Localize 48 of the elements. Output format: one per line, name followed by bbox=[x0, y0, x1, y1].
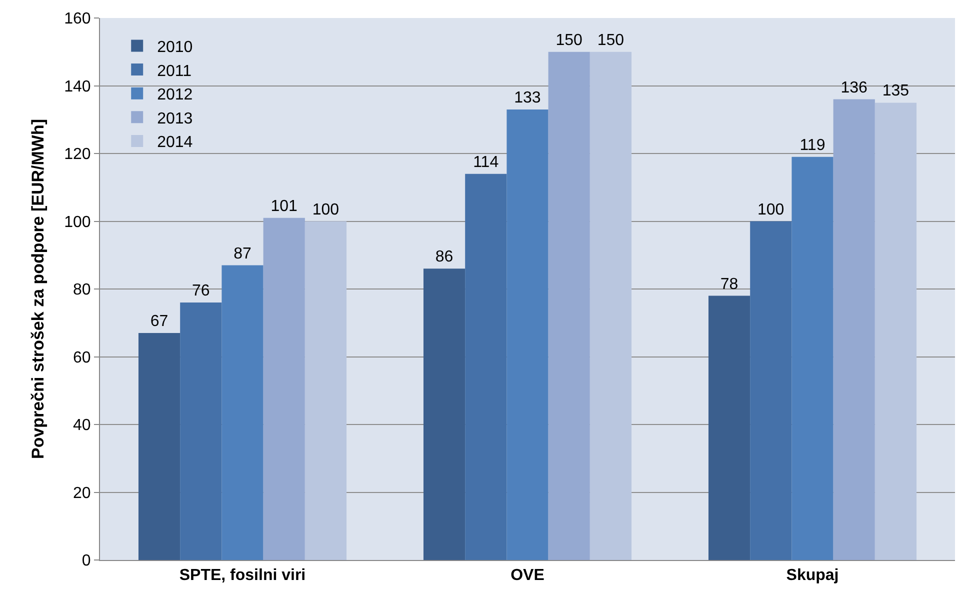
data-label: 78 bbox=[720, 276, 738, 293]
data-label: 150 bbox=[597, 32, 624, 49]
data-label: 76 bbox=[192, 282, 210, 300]
bar bbox=[590, 52, 632, 560]
x-tick-label: Skupaj bbox=[786, 567, 839, 584]
data-label: 150 bbox=[556, 32, 583, 49]
bar bbox=[180, 302, 222, 560]
data-label: 114 bbox=[473, 154, 499, 171]
legend-label: 2012 bbox=[157, 86, 193, 104]
bar bbox=[423, 268, 466, 560]
data-label: 100 bbox=[312, 201, 340, 218]
bar bbox=[138, 333, 180, 560]
bar bbox=[548, 52, 590, 560]
y-tick-label: 60 bbox=[73, 349, 91, 366]
y-tick-label: 20 bbox=[73, 484, 91, 502]
bar bbox=[506, 109, 548, 560]
legend-label: 2010 bbox=[157, 38, 193, 56]
x-tick-label: SPTE, fosilni viri bbox=[179, 567, 306, 584]
data-label: 67 bbox=[150, 313, 168, 330]
data-label: 136 bbox=[840, 79, 868, 96]
data-label: 133 bbox=[514, 89, 541, 106]
data-label: 101 bbox=[270, 198, 298, 215]
y-tick-label: 0 bbox=[82, 552, 91, 570]
y-tick-label: 40 bbox=[73, 417, 91, 434]
data-label: 119 bbox=[800, 136, 826, 154]
bar bbox=[792, 156, 834, 560]
y-axis-title: Povprečni strošek za podpore [EUR/MWh] bbox=[28, 118, 48, 460]
bar bbox=[874, 102, 917, 560]
y-tick-label: 100 bbox=[64, 214, 91, 231]
x-tick-label: OVE bbox=[510, 567, 545, 584]
y-tick-label: 140 bbox=[64, 78, 91, 96]
bar bbox=[304, 221, 347, 560]
legend-label: 2014 bbox=[157, 134, 193, 152]
y-tick-label: 80 bbox=[73, 282, 91, 299]
y-tick-label: 160 bbox=[64, 10, 91, 28]
legend-label: 2011 bbox=[157, 62, 192, 80]
bar bbox=[708, 296, 750, 560]
data-label: 135 bbox=[882, 82, 910, 100]
bar bbox=[833, 99, 875, 560]
y-tick-label: 120 bbox=[64, 146, 91, 164]
bar bbox=[750, 221, 792, 560]
legend-label: 2013 bbox=[157, 110, 193, 128]
data-label: 87 bbox=[234, 245, 252, 262]
bar bbox=[263, 218, 305, 560]
data-label: 100 bbox=[757, 201, 784, 218]
bar bbox=[222, 265, 264, 560]
bar bbox=[465, 174, 507, 560]
data-label: 86 bbox=[435, 248, 454, 266]
